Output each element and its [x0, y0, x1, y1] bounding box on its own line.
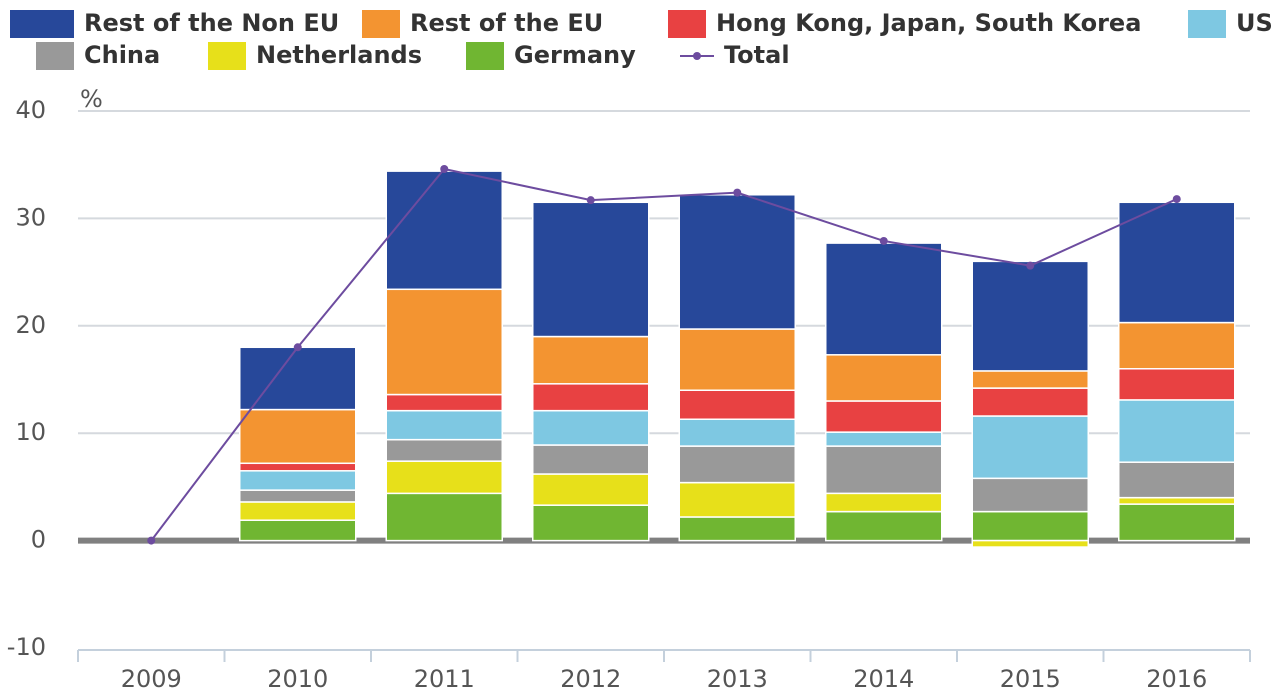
legend-swatch: [208, 42, 246, 70]
legend-swatch: [362, 10, 400, 38]
bar-segment: [385, 288, 503, 396]
x-tick-label: 2013: [707, 665, 768, 693]
bar-segment: [532, 383, 650, 412]
bar-segment: [1118, 321, 1236, 370]
bar-segment: [239, 501, 357, 521]
bar-segment: [678, 516, 796, 542]
bar-segment: [385, 460, 503, 495]
total-marker: [147, 536, 156, 545]
bar-segment: [678, 328, 796, 391]
bar-segment: [532, 335, 650, 385]
bar-segment: [385, 438, 503, 462]
bar-segment: [971, 510, 1089, 542]
bar-segment: [678, 389, 796, 420]
bar-segment: [678, 418, 796, 447]
legend-label: China: [84, 41, 160, 69]
bar-segment: [532, 409, 650, 446]
legend-swatch: [1188, 10, 1226, 38]
y-tick-label: 0: [31, 526, 46, 554]
x-tick-label: 2009: [121, 665, 182, 693]
bar-segment: [385, 393, 503, 412]
bar-segment: [1118, 496, 1236, 505]
bar-segment: [532, 444, 650, 475]
bar-segment: [239, 470, 357, 491]
total-marker: [1172, 195, 1181, 204]
bar-segment: [678, 481, 796, 518]
total-line: [150, 167, 1178, 542]
bar-segment: [825, 492, 943, 513]
bar-segment: [971, 415, 1089, 480]
bar-segment: [532, 201, 650, 338]
x-tick-label: 2015: [1000, 665, 1061, 693]
legend-label: Rest of the EU: [410, 9, 603, 37]
x-tick-label: 2014: [853, 665, 914, 693]
x-tick-label: 2012: [560, 665, 621, 693]
total-marker: [879, 236, 888, 245]
y-tick-label: 40: [15, 96, 46, 124]
legend-label: Total: [724, 41, 790, 69]
bar-segment: [971, 260, 1089, 372]
bar-segment: [678, 194, 796, 330]
y-tick-label: -10: [7, 633, 46, 661]
legend-label: US: [1236, 9, 1273, 37]
bar-segment: [1118, 503, 1236, 542]
legend-swatch: [10, 10, 74, 38]
bar-segment: [825, 242, 943, 356]
bar-segment: [239, 489, 357, 503]
legend-label: Germany: [514, 41, 636, 69]
bar-segment: [1118, 201, 1236, 324]
legend-swatch: [36, 42, 74, 70]
unit-label: %: [80, 85, 103, 113]
total-marker: [1026, 261, 1035, 270]
bar-segment: [825, 445, 943, 495]
bar-segment: [825, 354, 943, 402]
bar-segment: [1118, 368, 1236, 401]
legend-marker: [693, 52, 701, 60]
legend-swatch: [668, 10, 706, 38]
bar-segment: [1118, 461, 1236, 499]
bar-segment: [239, 408, 357, 465]
bar-segment: [825, 400, 943, 433]
bar-segment: [825, 431, 943, 447]
bar-segment: [825, 510, 943, 542]
bar-segment: [532, 504, 650, 542]
x-tick-label: 2016: [1146, 665, 1207, 693]
bar-segment: [971, 477, 1089, 513]
total-marker: [293, 343, 302, 352]
bar-segment: [971, 539, 1089, 548]
total-marker: [733, 188, 742, 197]
bar-segment: [239, 519, 357, 542]
y-tick-label: 30: [15, 203, 46, 231]
legend-label: Hong Kong, Japan, South Korea: [716, 9, 1141, 37]
bar-segment: [678, 445, 796, 484]
bar-segment: [971, 387, 1089, 417]
legend-swatch: [466, 42, 504, 70]
x-tick-label: 2011: [414, 665, 475, 693]
bar-segment: [385, 492, 503, 542]
bar-segment: [385, 409, 503, 441]
y-tick-label: 20: [15, 311, 46, 339]
bar-segment: [385, 170, 503, 291]
bar-segment: [971, 370, 1089, 389]
legend-label: Rest of the Non EU: [84, 9, 339, 37]
bar-segment: [239, 462, 357, 472]
y-tick-label: 10: [15, 418, 46, 446]
total-marker: [586, 196, 595, 205]
x-tick-label: 2010: [267, 665, 328, 693]
legend-label: Netherlands: [256, 41, 422, 69]
total-marker: [440, 164, 449, 173]
bar-segment: [1118, 399, 1236, 463]
bar-segment: [532, 473, 650, 506]
